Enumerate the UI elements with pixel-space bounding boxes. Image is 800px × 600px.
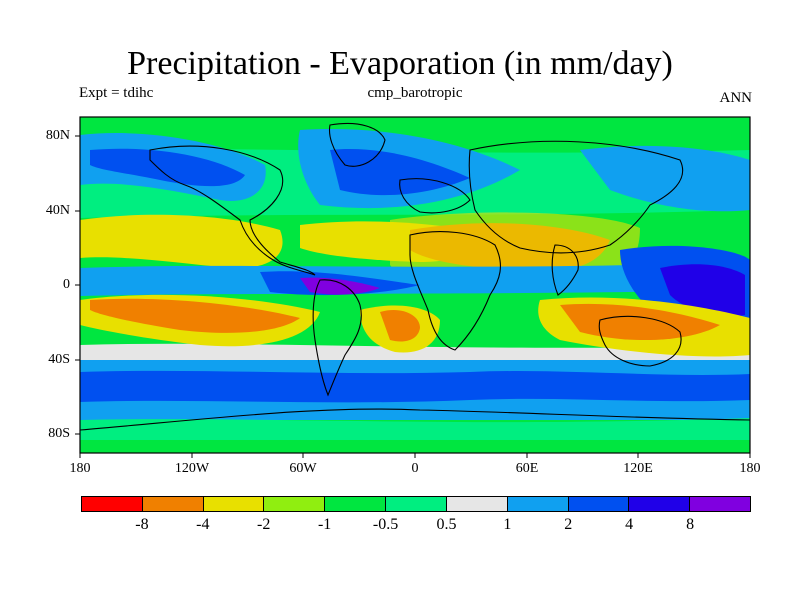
colorbar-bin-1 <box>142 497 204 511</box>
x-tick-60w: 60W <box>289 461 317 476</box>
field-southern-light <box>80 343 750 360</box>
case-label: cmp_barotropic <box>367 85 463 101</box>
colorbar-bin-10 <box>690 497 750 511</box>
colorbar-label: 8 <box>686 516 695 533</box>
y-tick-80n: 80N <box>45 128 70 143</box>
coast-south-america <box>312 279 362 397</box>
y-tick-40n: 40N <box>45 203 70 218</box>
colorbar-bin-0 <box>82 497 143 511</box>
chart-title: Precipitation - Evaporation (in mm/day) <box>127 45 673 82</box>
colorbar-label: -0.5 <box>372 516 399 533</box>
x-tick-0: 0 <box>411 461 419 476</box>
coast-europe <box>399 178 471 214</box>
x-tick-180e: 180 <box>739 461 761 476</box>
season-label: ANN <box>719 90 753 106</box>
experiment-label: Expt = tdihc <box>79 85 154 101</box>
coast-antarctica <box>80 408 750 431</box>
axis-ticks <box>75 135 751 458</box>
coastlines <box>80 122 750 431</box>
field-north-atlantic-core <box>330 149 470 196</box>
colorbar-bin-7 <box>507 497 569 511</box>
colorbar-bin-2 <box>203 497 265 511</box>
colorbar-label: 1 <box>503 516 512 533</box>
y-tick-0: 0 <box>63 277 70 292</box>
coast-africa <box>409 231 501 351</box>
coast-asia <box>468 140 684 254</box>
x-tick-60e: 60E <box>515 461 539 476</box>
field-south-atlantic-core <box>380 309 420 342</box>
colorbar-bin-5 <box>386 497 447 511</box>
coast-india <box>551 244 579 296</box>
x-tick-120e: 120E <box>623 461 653 476</box>
coast-greenland <box>328 122 386 167</box>
field-itcz-atlantic <box>300 277 380 295</box>
colorbar-label: -1 <box>317 516 332 533</box>
colorbar-label: -8 <box>135 516 149 533</box>
colorbar-label: 0.5 <box>436 516 457 533</box>
colorbar <box>81 496 751 512</box>
x-tick-180w: 180 <box>69 461 91 476</box>
colorbar-label: -4 <box>196 516 210 533</box>
field-north-pacific-core <box>90 148 245 187</box>
colorbar-bin-6 <box>446 497 508 511</box>
coast-australia <box>598 315 682 367</box>
colorbar-label: 4 <box>625 516 634 533</box>
colorbar-bin-3 <box>264 497 326 511</box>
y-tick-40s: 40S <box>48 352 70 367</box>
field-antarctic-light <box>80 418 750 440</box>
colorbar-label: -2 <box>257 516 271 533</box>
field-south-pacific-core <box>90 298 300 333</box>
field-north-pacific-dry <box>80 214 283 269</box>
coast-north-america <box>149 145 316 276</box>
field-warm-pool-core <box>660 264 745 317</box>
colorbar-bin-8 <box>568 497 630 511</box>
field-southern-storm-track-core <box>80 370 750 403</box>
colorbar-bin-9 <box>629 497 691 511</box>
y-tick-80s: 80S <box>48 426 70 441</box>
colorbar-bin-4 <box>325 497 387 511</box>
field-west-pacific-north <box>580 145 750 212</box>
colorbar-label: 2 <box>564 516 573 533</box>
x-tick-120w: 120W <box>174 461 210 476</box>
